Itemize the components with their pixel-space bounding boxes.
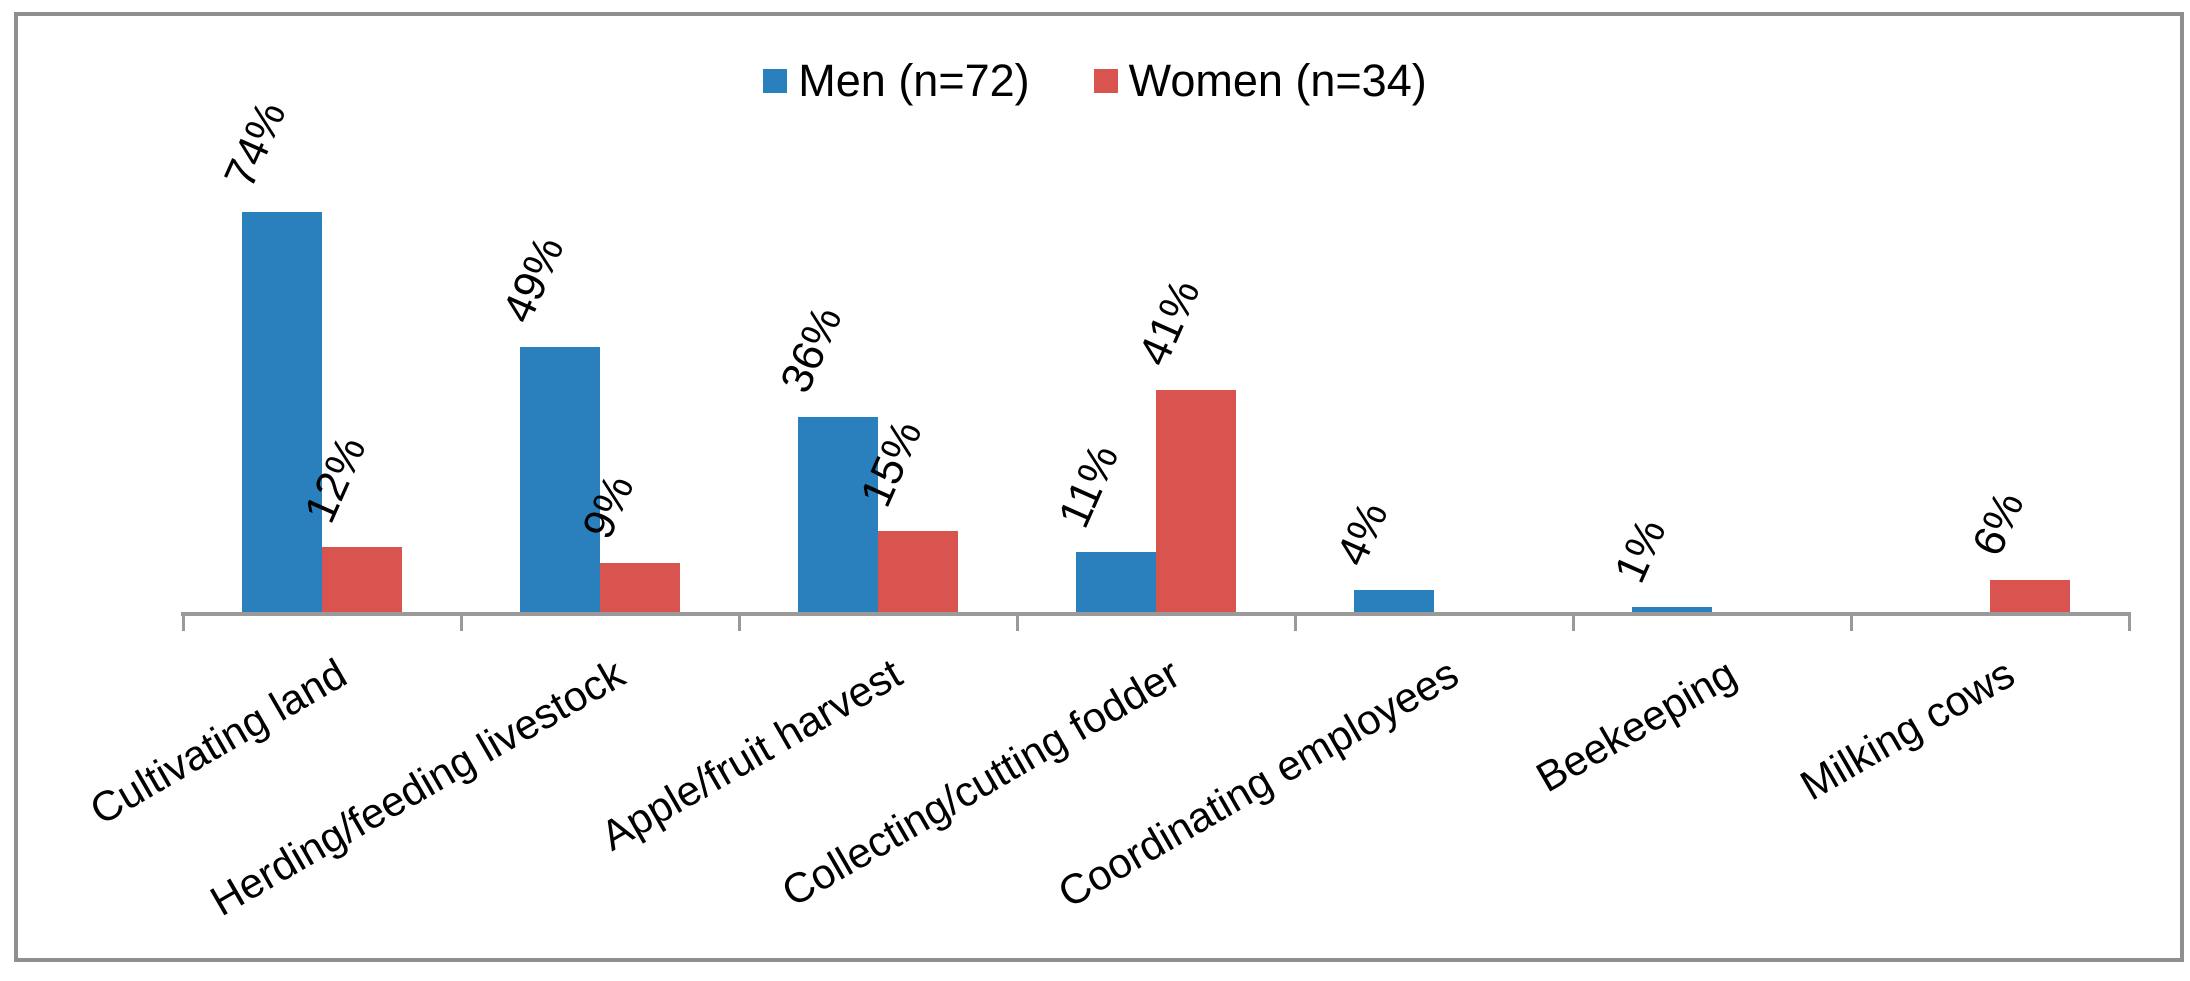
x-axis-tick	[1572, 612, 1575, 631]
women-legend-label: Women (n=34)	[1128, 55, 1427, 106]
men-legend-swatch	[763, 68, 788, 93]
chart-border	[14, 12, 2184, 962]
men-legend-label: Men (n=72)	[798, 55, 1030, 106]
x-axis-tick	[182, 612, 185, 631]
x-axis-line	[181, 612, 2131, 616]
bar-men-coordinating-employees	[1354, 590, 1434, 612]
women-legend-swatch	[1093, 68, 1118, 93]
x-axis-tick	[1294, 612, 1297, 631]
x-axis-tick	[2128, 612, 2131, 631]
bar-women-herding-feeding-livestock	[600, 563, 680, 612]
x-axis-tick	[1016, 612, 1019, 631]
x-axis-tick	[738, 612, 741, 631]
legend-item-women: Women (n=34)	[1093, 55, 1427, 107]
bar-women-collecting-cutting-fodder	[1156, 390, 1236, 612]
bar-men-herding-feeding-livestock	[520, 347, 600, 612]
x-axis-tick	[1850, 612, 1853, 631]
x-axis-tick	[460, 612, 463, 631]
bar-men-cultivating-land	[242, 212, 322, 612]
bar-men-apple-fruit-harvest	[798, 417, 878, 612]
bar-women-cultivating-land	[322, 547, 402, 612]
legend: Men (n=72) Women (n=34)	[0, 55, 2190, 107]
bar-men-collecting-cutting-fodder	[1076, 552, 1156, 612]
bar-men-beekeeping	[1632, 607, 1712, 612]
legend-item-men: Men (n=72)	[763, 55, 1030, 107]
bar-women-milking-cows	[1990, 580, 2070, 612]
bar-women-apple-fruit-harvest	[878, 531, 958, 612]
